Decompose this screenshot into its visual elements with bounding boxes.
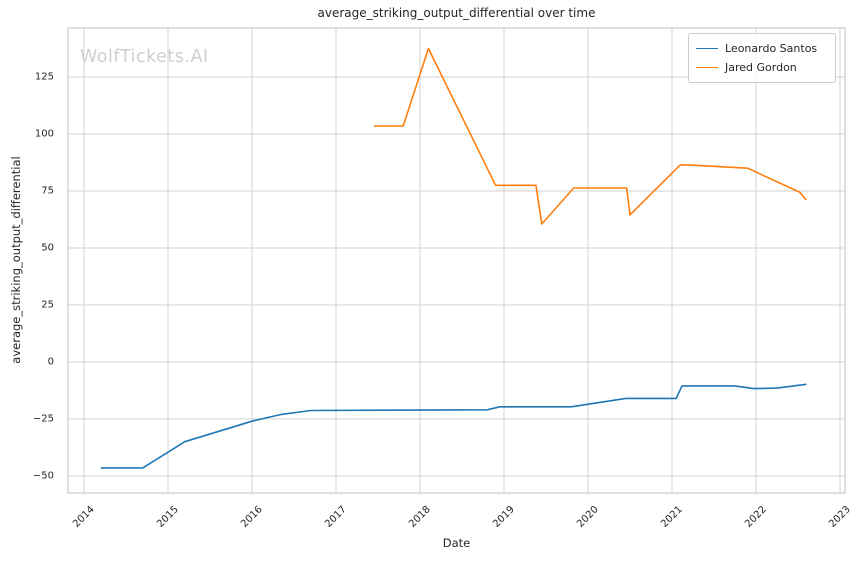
legend-item-label: Jared Gordon <box>725 61 797 74</box>
legend-item-leonardo-santos: Leonardo Santos <box>696 39 827 58</box>
y-tick-label: 25 <box>41 299 54 311</box>
legend-line-sample <box>696 47 718 50</box>
y-tick-label: −50 <box>32 470 54 482</box>
y-tick-label: 100 <box>34 128 54 140</box>
legend-line-sample <box>696 66 718 69</box>
series-line-leonardo-santos <box>100 383 807 469</box>
y-tick-label: −25 <box>32 413 54 425</box>
y-tick-label: 125 <box>34 71 54 83</box>
axes-spines <box>67 27 846 494</box>
watermark-text: WolfTickets.AI <box>80 47 209 67</box>
legend-item-jared-gordon: Jared Gordon <box>696 58 827 77</box>
legend-item-label: Leonardo Santos <box>725 42 818 55</box>
y-tick-label: 0 <box>47 356 54 368</box>
y-tick-label: 50 <box>41 242 54 254</box>
chart-title: average_striking_output_differential ove… <box>317 6 596 20</box>
y-tick-label: 75 <box>41 185 54 197</box>
series-line-jared-gordon <box>373 47 808 225</box>
x-axis-label: Date <box>442 536 471 550</box>
legend: Leonardo Santos Jared Gordon <box>688 33 836 83</box>
y-axis-label: average_striking_output_differential <box>9 156 23 364</box>
